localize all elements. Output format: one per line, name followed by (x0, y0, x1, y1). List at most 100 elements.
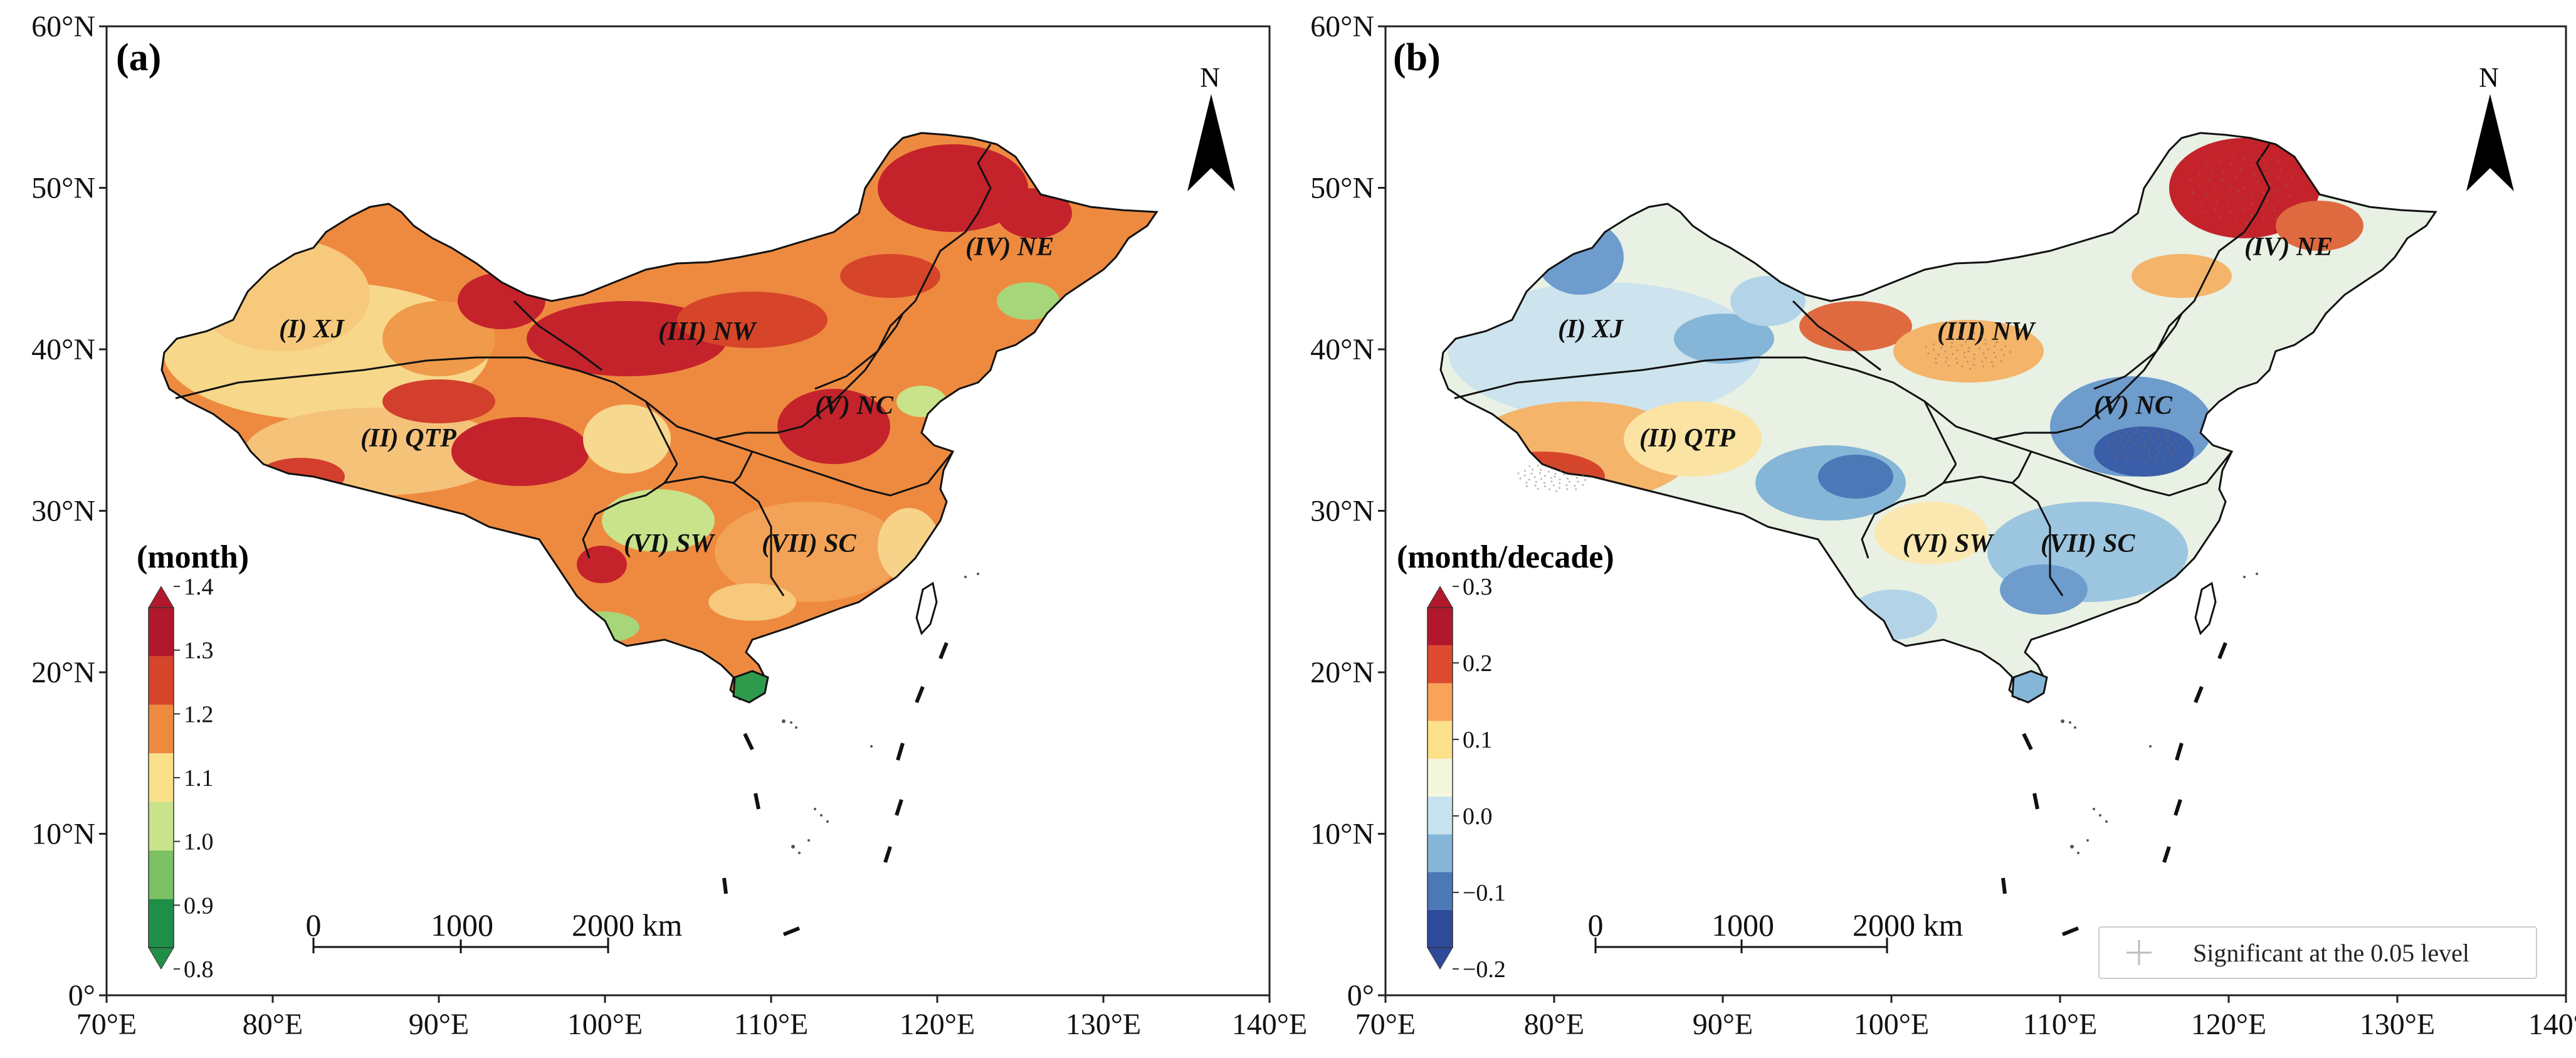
colorbar-swatch (149, 850, 174, 899)
colorbar-tick-label: 0.2 (1463, 650, 1493, 677)
colorbar-tick-label: −0.1 (1463, 880, 1506, 906)
region-label-xj: (I) XJ (279, 315, 345, 344)
region-label-sc: (VII) SC (762, 529, 857, 558)
lat-tick-label: 30°N (1310, 495, 1374, 528)
sea-islands (2061, 573, 2258, 854)
lat-tick-label: 50°N (31, 172, 95, 205)
colorbar-swatch (1427, 872, 1453, 910)
panel-label-b: (b) (1393, 36, 1441, 79)
significance-stipple (1517, 151, 2300, 492)
lon-tick-label: 100°E (567, 1008, 643, 1041)
colorbar-tick-label: 1.1 (184, 765, 214, 791)
region-label-nc: (V) NC (2094, 391, 2173, 420)
lon-tick-label: 130°E (1066, 1008, 1142, 1041)
sea-islands (782, 573, 979, 854)
region-label-ne: (IV) NE (2244, 233, 2333, 262)
hainan-island (2011, 670, 2048, 704)
region-label-ne: (IV) NE (965, 233, 1054, 262)
colorbar-tick-label: 1.4 (184, 574, 214, 600)
lon-tick-label: 140°E (1232, 1008, 1308, 1041)
colorbar-swatch (1427, 909, 1453, 948)
region-label-nw: (III) NW (1937, 317, 2036, 346)
scale-bar: 0 1000 2000 km (1588, 907, 1964, 953)
colorbar-title: (month) (137, 539, 249, 575)
colorbar-swatch (1427, 721, 1453, 759)
lon-tick-label: 140°E (2528, 1008, 2576, 1041)
panel-b: (I) XJ (II) QTP (III) NW (IV) NE (V) NC … (1310, 10, 2576, 1041)
colorbar-swatch (149, 656, 174, 705)
lon-tick-label: 130°E (2360, 1008, 2436, 1041)
lat-tick-label: 20°N (31, 656, 95, 689)
lat-tick-label: 40°N (31, 333, 95, 366)
colorbar-swatch (1427, 796, 1453, 835)
colorbar-tick-label: 0.8 (184, 956, 214, 983)
svg-text:2000 km: 2000 km (1853, 907, 1964, 943)
colorbar-tick-label: 0.1 (1463, 727, 1493, 753)
region-label-qtp: (II) QTP (1639, 424, 1735, 453)
hainan-island (732, 670, 769, 704)
colorbar-swatch (1427, 683, 1453, 721)
lat-tick-label: 20°N (1310, 656, 1374, 689)
colorbar-swatch (149, 753, 174, 802)
colorbar-tick-label: 0.3 (1463, 574, 1493, 600)
region-boundaries (1454, 144, 2271, 596)
region-label-qtp: (II) QTP (360, 424, 456, 453)
lon-tick-label: 110°E (734, 1008, 809, 1041)
significance-legend: Significant at the 0.05 level (2098, 926, 2537, 979)
taiwan-island (915, 581, 938, 635)
colorbar-tick-label: 1.2 (184, 701, 214, 727)
colorbar-a: (month) 1.4 1.3 1.2 1.1 1.0 0.9 0.8 (137, 539, 249, 983)
colorbar-swatch (1427, 834, 1453, 872)
region-label-nc: (V) NC (815, 391, 894, 420)
panel-a: (I) XJ (II) QTP (III) NW (IV) NE (V) NC … (31, 10, 1307, 1041)
colorbar-tick-label: 1.3 (184, 638, 214, 664)
svg-text:0: 0 (306, 907, 322, 943)
region-label-sw: (VI) SW (1903, 529, 1994, 558)
axis-ticks-b: 70°E 80°E 90°E 100°E 110°E 120°E 130°E 140°E 0° 1… (1310, 10, 2576, 1041)
taiwan-island (2194, 581, 2217, 635)
svg-text:1000: 1000 (1711, 907, 1774, 943)
region-label-sw: (VI) SW (624, 529, 715, 558)
lon-tick-label: 90°E (1693, 1008, 1753, 1041)
lon-tick-label: 100°E (1854, 1008, 1930, 1041)
lat-tick-label: 0° (68, 979, 95, 1012)
svg-text:N: N (1200, 62, 1220, 93)
lat-tick-label: 30°N (31, 495, 95, 528)
north-arrow: N (2466, 62, 2514, 191)
lat-tick-label: 60°N (1310, 10, 1374, 43)
colorbar-swatch (149, 608, 174, 657)
colorbar-tick-label: −0.2 (1463, 956, 1506, 983)
colorbar-title: (month/decade) (1397, 539, 1614, 575)
region-label-xj: (I) XJ (1558, 315, 1624, 344)
lon-tick-label: 80°E (1524, 1008, 1585, 1041)
region-labels: (I) XJ (II) QTP (III) NW (IV) NE (V) NC … (279, 233, 1054, 558)
lat-tick-label: 40°N (1310, 333, 1374, 366)
north-arrow: N (1187, 62, 1235, 191)
lon-tick-label: 80°E (243, 1008, 303, 1041)
axis-ticks-a: 70°E 80°E 90°E 100°E 110°E 120°E 130°E 140°E 0° 1… (31, 10, 1307, 1041)
colorbar-swatch (149, 801, 174, 851)
lon-tick-label: 110°E (2023, 1008, 2098, 1041)
panel-label-a: (a) (116, 36, 161, 79)
svg-text:0: 0 (1588, 907, 1604, 943)
svg-text:N: N (2479, 62, 2499, 93)
colorbar-swatch (1427, 645, 1453, 684)
colorbar-swatch (1427, 608, 1453, 646)
lat-tick-label: 0° (1347, 979, 1374, 1012)
colorbar-tick-label: 0.9 (184, 892, 214, 919)
lat-tick-label: 60°N (31, 10, 95, 43)
lon-tick-label: 70°E (76, 1008, 137, 1041)
region-label-nw: (III) NW (658, 317, 757, 346)
region-label-sc: (VII) SC (2041, 529, 2136, 558)
colorbar-tick-label: 1.0 (184, 829, 214, 855)
svg-text:1000: 1000 (431, 907, 493, 943)
region-labels: (I) XJ (II) QTP (III) NW (IV) NE (V) NC … (1558, 233, 2333, 558)
legend-label: Significant at the 0.05 level (2193, 939, 2469, 967)
lon-tick-label: 70°E (1355, 1008, 1416, 1041)
scale-bar: 0 1000 2000 km (306, 907, 683, 953)
colorbar-swatch (1427, 758, 1453, 797)
colorbar-swatch (149, 899, 174, 948)
lon-tick-label: 120°E (900, 1008, 975, 1041)
region-boundaries (175, 144, 992, 596)
